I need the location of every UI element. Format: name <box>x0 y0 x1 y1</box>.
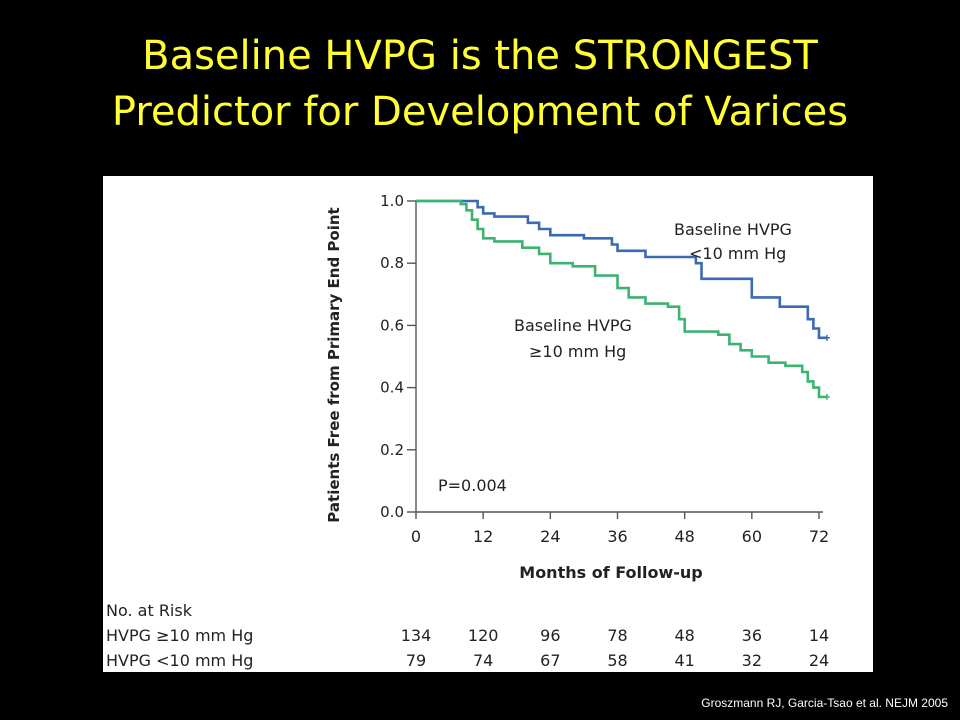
x-tick-label: 72 <box>809 527 829 546</box>
slide-title-line-1: Baseline HVPG is the STRONGEST <box>142 33 818 79</box>
slide-title-line-2: Predictor for Development of Varices <box>111 89 849 135</box>
legend-high-line-2: ≥10 mm Hg <box>529 342 626 361</box>
risk-value: 24 <box>809 651 829 670</box>
slide-title: Baseline HVPG is the STRONGEST Predictor… <box>0 28 960 140</box>
risk-value: 36 <box>742 626 762 645</box>
legend-low-line-2: <10 mm Hg <box>689 244 786 263</box>
risk-value: 120 <box>468 626 499 645</box>
km-curve-low <box>416 199 827 340</box>
citation: Groszmann RJ, Garcia-Tsao et al. NEJM 20… <box>701 696 948 710</box>
y-tick-label: 0.8 <box>380 254 404 272</box>
x-tick-label: 36 <box>607 527 627 546</box>
legend-low-line-1: Baseline HVPG <box>674 220 792 239</box>
risk-value: 58 <box>607 651 627 670</box>
risk-value: 134 <box>401 626 432 645</box>
risk-row-label-low: HVPG <10 mm Hg <box>106 651 253 670</box>
risk-value: 78 <box>607 626 627 645</box>
risk-value: 74 <box>473 651 493 670</box>
chart-axes: 0.0 0.2 0.4 0.6 0.8 1.0 0 12 24 36 48 60 72 <box>380 192 829 546</box>
risk-value: 32 <box>742 651 762 670</box>
p-value-annotation: P=0.004 <box>438 476 507 495</box>
survival-curves <box>416 199 830 400</box>
risk-value: 48 <box>674 626 694 645</box>
risk-table-title: No. at Risk <box>106 601 193 620</box>
kaplan-meier-figure: 0.0 0.2 0.4 0.6 0.8 1.0 0 12 24 36 48 60 72 Patients… <box>103 176 873 672</box>
kaplan-meier-chart: 0.0 0.2 0.4 0.6 0.8 1.0 0 12 24 36 48 60 72 Patients… <box>106 192 830 670</box>
risk-value: 96 <box>540 626 560 645</box>
x-tick-label: 48 <box>674 527 694 546</box>
x-tick-label: 12 <box>473 527 493 546</box>
y-tick-label: 0.0 <box>380 503 404 521</box>
risk-value: 67 <box>540 651 560 670</box>
censor-mark-low <box>824 334 830 341</box>
risk-value: 79 <box>406 651 426 670</box>
censor-mark-high <box>824 393 830 400</box>
legend-high-line-1: Baseline HVPG <box>514 316 632 335</box>
x-tick-label: 24 <box>540 527 560 546</box>
y-tick-label: 0.4 <box>380 379 404 397</box>
y-tick-label: 0.6 <box>380 316 404 334</box>
x-tick-label: 0 <box>411 527 421 546</box>
risk-row-label-high: HVPG ≥10 mm Hg <box>106 626 253 645</box>
y-tick-label: 0.2 <box>380 441 404 459</box>
x-axis-label: Months of Follow-up <box>519 563 702 582</box>
risk-table-values: 134 120 96 78 48 36 14 79 74 67 58 41 32 24 <box>401 626 829 670</box>
risk-value: 41 <box>674 651 694 670</box>
km-curve-high <box>416 199 827 399</box>
y-tick-label: 1.0 <box>380 192 404 210</box>
risk-value: 14 <box>809 626 829 645</box>
x-tick-label: 60 <box>742 527 762 546</box>
y-axis-label: Patients Free from Primary End Point <box>325 207 343 522</box>
